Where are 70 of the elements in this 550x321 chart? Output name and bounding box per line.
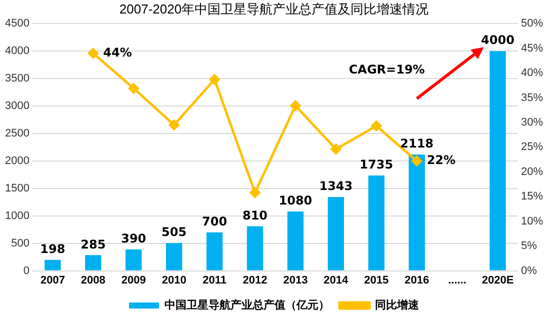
bar (408, 154, 425, 270)
data-label: 1080 (278, 194, 312, 208)
y2-tick-label: 45% (520, 42, 544, 54)
y2-tick-label: 10% (520, 215, 544, 228)
bar (287, 211, 304, 270)
chart-title: 2007-2020年中国卫星导航产业总产值及同比增速情况 (119, 1, 429, 16)
data-label: 1343 (319, 179, 353, 194)
bar (490, 51, 506, 270)
x-tick-label: 2015 (364, 274, 389, 286)
y2-tick-label: 30% (520, 116, 544, 129)
data-label: 198 (40, 242, 66, 256)
x-tick-label: 2014 (324, 274, 350, 286)
y2-tick-label: 35% (520, 92, 544, 104)
y-tick-label: 2500 (4, 128, 30, 140)
y-tick-label: 0 (23, 264, 30, 277)
x-tick-label: 2010 (162, 274, 186, 286)
x-tick-label: 2013 (283, 274, 308, 286)
data-label: 44% (103, 45, 132, 60)
annotation: CAGR=19% (348, 62, 425, 77)
bar (166, 243, 182, 270)
point (290, 100, 301, 111)
y2-tick-label: 25% (520, 141, 544, 154)
point (128, 83, 139, 94)
bar (206, 232, 223, 270)
legend-label: 中国卫星导航产业总产值（亿元） (164, 298, 330, 312)
legend-label: 同比增速 (375, 298, 420, 312)
data-label: 4000 (481, 33, 514, 48)
point (168, 120, 180, 130)
x-tick-label: 2012 (242, 274, 268, 286)
point (209, 74, 220, 85)
y2-tick-label: 20% (520, 166, 544, 178)
data-label: 285 (80, 237, 106, 252)
x-tick-label: 2020E (482, 274, 514, 286)
x-tick-label: 2009 (121, 274, 146, 286)
point (250, 187, 260, 198)
data-label: 22% (426, 153, 456, 168)
point (330, 144, 342, 154)
data-label: 700 (202, 214, 228, 228)
x-tick-label: 2007 (40, 274, 65, 286)
y-tick-label: 3500 (4, 72, 30, 85)
x-tick-label: 2011 (202, 274, 226, 286)
data-label: 1735 (360, 158, 394, 172)
x-tick-label: ...... (448, 274, 466, 286)
y-tick-label: 500 (11, 237, 30, 250)
y2-tick-label: 50% (520, 18, 544, 30)
y-tick-label: 3000 (4, 100, 30, 112)
y2-tick-label: 0% (520, 264, 538, 277)
y2-tick-label: 5% (520, 240, 538, 252)
x-tick-label: 2016 (404, 274, 430, 286)
bar (246, 226, 264, 270)
y2-tick-label: 40% (520, 67, 544, 80)
point (412, 156, 422, 166)
data-label: 390 (121, 232, 146, 246)
y-tick-label: 1500 (4, 182, 30, 194)
bar (44, 260, 61, 270)
point (88, 48, 98, 59)
data-label: 505 (162, 225, 187, 240)
bar (368, 175, 384, 270)
bar (126, 249, 142, 270)
y2-tick-label: 15% (520, 190, 544, 203)
y-tick-label: 2000 (4, 154, 30, 167)
bar (328, 197, 344, 270)
bar (85, 255, 102, 270)
point (371, 120, 382, 132)
y-tick-label: 4000 (4, 45, 30, 58)
x-tick-label: 2008 (80, 274, 106, 286)
y-tick-label: 4500 (4, 18, 30, 30)
data-label: 2118 (400, 136, 434, 151)
y-tick-label: 1000 (4, 210, 30, 222)
data-label: 810 (242, 208, 268, 222)
